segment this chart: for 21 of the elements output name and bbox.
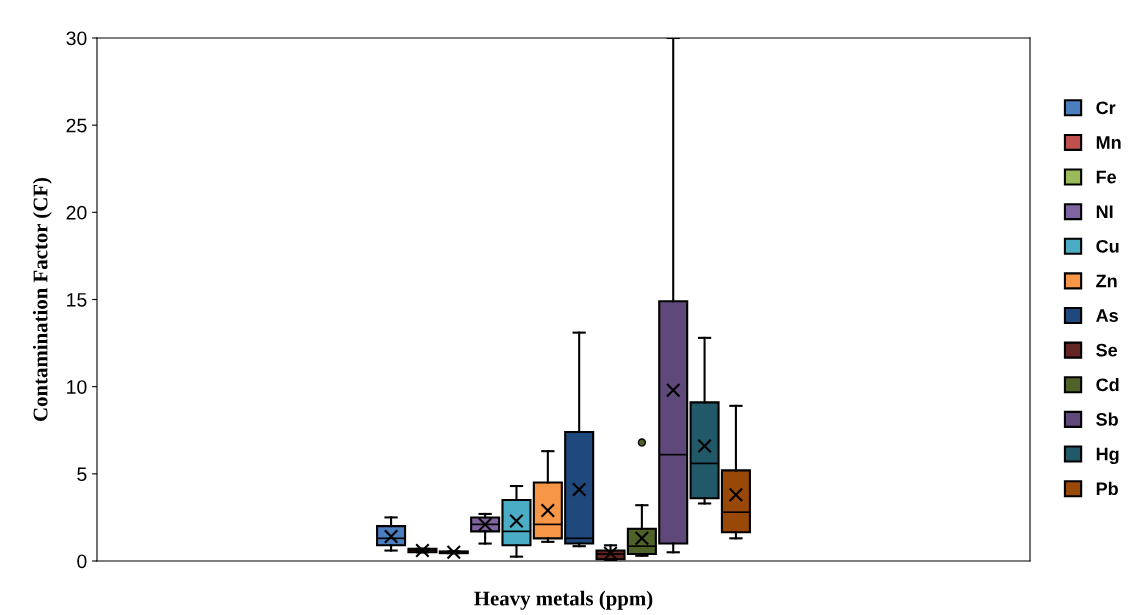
legend-label: NI <box>1096 205 1113 218</box>
y-tick-label: 25 <box>66 118 87 133</box>
legend-label: Hg <box>1096 447 1119 465</box>
legend-label: Pb <box>1096 481 1118 496</box>
y-tick-label: 30 <box>66 31 87 46</box>
y-tick-label: 15 <box>67 293 87 307</box>
y-tick-label: 20 <box>66 205 87 220</box>
y-tick-label: 0 <box>77 554 87 569</box>
legend-label: As <box>1096 309 1118 322</box>
legend-label: Cr <box>1096 101 1116 115</box>
legend-label: Cd <box>1096 377 1119 392</box>
legend-label: Se <box>1096 343 1118 357</box>
y-axis-title: Contamination Factor (CF) <box>32 177 52 421</box>
x-axis-title: Heavy metals (ppm) <box>474 590 653 610</box>
y-tick-label: 10 <box>67 380 87 394</box>
legend-label: Zn <box>1096 274 1117 288</box>
y-tick-label: 5 <box>77 467 87 482</box>
legend-label: Mn <box>1096 136 1121 149</box>
legend-label: Sb <box>1096 412 1118 426</box>
legend-label: Fe <box>1096 170 1117 184</box>
legend-label: Cu <box>1096 239 1119 253</box>
